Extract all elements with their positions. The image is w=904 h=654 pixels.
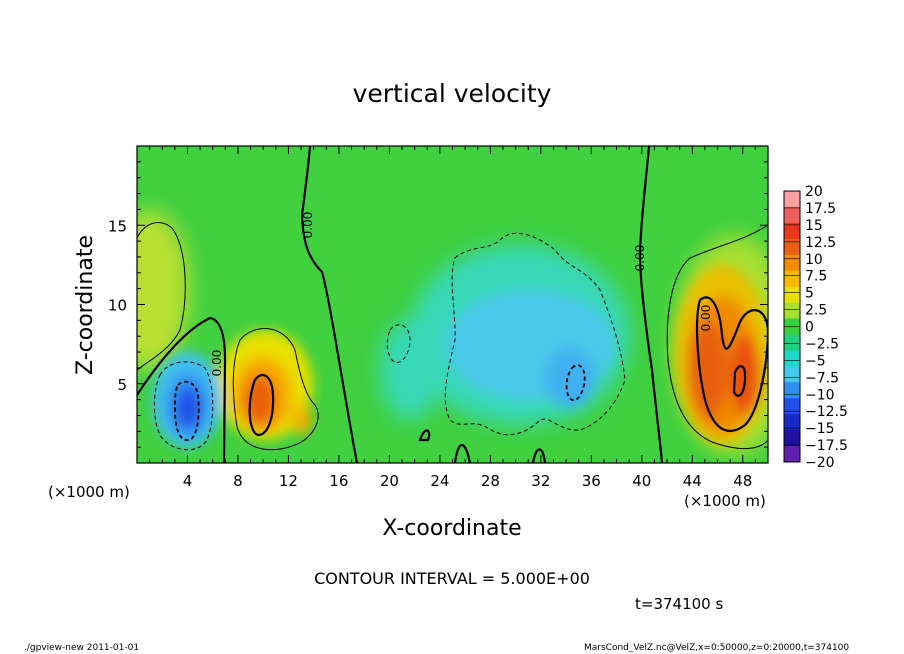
footer-left: ./gpview-new 2011-01-01 <box>24 643 140 653</box>
colorbar-swatch <box>784 254 800 272</box>
colorbar-swatch <box>784 350 800 367</box>
colorbar-label: −5 <box>805 353 826 369</box>
neg10-contour-central <box>565 364 586 402</box>
x-unit-label-left: (×1000 m) <box>48 483 130 501</box>
x-tick-label: 48 <box>733 472 752 490</box>
colorbar-swatch <box>784 270 800 288</box>
contour-lines <box>137 146 768 463</box>
x-tick-label: 36 <box>582 472 601 490</box>
zero-contour-bump-2 <box>531 448 547 463</box>
colorbar-label: −20 <box>805 455 835 471</box>
y-tick-label: 15 <box>108 217 127 235</box>
zero-contour-bump-1 <box>453 443 472 463</box>
footer-right: MarsCond_VelZ.nc@VelZ,x=0:50000,z=0:2000… <box>584 643 850 653</box>
colorbar-swatch <box>784 302 800 320</box>
left-downdraft-inner <box>176 388 200 428</box>
x-unit-label-right: (×1000 m) <box>684 492 766 510</box>
x-axis-label: X-coordinate <box>382 516 521 541</box>
colorbar-label: 17.5 <box>805 201 836 217</box>
colorbar-label: 5 <box>805 286 814 302</box>
colorbar-swatch <box>784 206 800 224</box>
zero-contour-left <box>137 316 227 463</box>
colorbar: 2017.51512.5107.552.50−2.5−5−7.5−10−12.5… <box>783 184 848 471</box>
colorbar-swatch <box>784 446 800 463</box>
x-tick-label: 12 <box>279 472 298 490</box>
time-label: t=374100 s <box>635 595 723 613</box>
central-downdraft-core <box>545 348 595 408</box>
x-tick-label: 24 <box>430 472 449 490</box>
x-tick-label: 16 <box>329 472 348 490</box>
zero-label-2: 0.00 <box>301 212 315 239</box>
colorbar-swatch <box>784 191 800 208</box>
colorbar-label: −15 <box>805 421 835 437</box>
colorbar-label: 2.5 <box>805 303 827 319</box>
pos5-contour-left-edge <box>137 222 186 371</box>
zero-label-1: 0.00 <box>210 350 224 377</box>
pos10-contour-right-core <box>732 365 747 397</box>
neg5-contour-left <box>153 361 214 451</box>
colorbar-label: −7.5 <box>805 370 839 386</box>
colorbar-swatch <box>784 334 800 351</box>
central-downdraft-left <box>380 320 440 420</box>
neg5-contour-patch <box>386 324 411 363</box>
colorbar-label: −17.5 <box>805 438 848 454</box>
y-axis-label: Z-coordinate <box>73 235 98 375</box>
pos10-contour-left <box>248 373 275 437</box>
x-tick-label: 32 <box>531 472 550 490</box>
heatmap-field <box>137 146 768 463</box>
x-axis: 4 8 12 16 20 24 28 32 36 40 44 48 <box>149 146 756 490</box>
zero-contour-bump-3 <box>418 429 431 442</box>
x-tick-label: 4 <box>183 472 193 490</box>
zero-contour-right <box>638 146 664 463</box>
colorbar-label: 20 <box>805 184 823 200</box>
pos5-contour-left-updraft <box>232 328 319 451</box>
x-tick-label: 28 <box>481 472 500 490</box>
colorbar-swatch <box>784 414 800 431</box>
colorbar-label: −2.5 <box>805 336 839 352</box>
colorbar-label: 12.5 <box>805 235 836 251</box>
left-weak-updraft <box>137 210 190 370</box>
x-tick-label: 8 <box>233 472 243 490</box>
x-tick-label: 40 <box>632 472 651 490</box>
x-tick-label: 20 <box>380 472 399 490</box>
y-tick-label: 10 <box>108 297 127 315</box>
zero-label-4: 0.00 <box>699 305 713 332</box>
small-updraft <box>292 405 312 435</box>
colorbar-label: −10 <box>805 387 835 403</box>
y-axis: 5 10 15 <box>108 161 768 448</box>
contour-interval-text: CONTOUR INTERVAL = 5.000E+00 <box>314 569 590 588</box>
colorbar-swatch <box>784 366 800 383</box>
colorbar-label: −12.5 <box>805 404 848 420</box>
colorbar-swatch <box>784 398 800 415</box>
colorbar-swatch <box>784 286 800 304</box>
colorbar-label: 0 <box>805 320 814 336</box>
zero-label-3: 0.00 <box>633 245 647 272</box>
colorbar-swatch <box>784 430 800 447</box>
zero-contour-mid-left <box>300 146 359 463</box>
colorbar-label: 15 <box>805 218 823 234</box>
colorbar-swatch <box>784 238 800 256</box>
pos10-contour-right <box>695 296 768 432</box>
neg10-contour-left <box>174 380 200 442</box>
y-tick-label: 5 <box>117 376 127 394</box>
pos5-contour-right <box>666 224 768 449</box>
colorbar-swatch <box>784 382 800 399</box>
colorbar-label: 7.5 <box>805 269 827 285</box>
x-tick-label: 44 <box>683 472 702 490</box>
colorbar-swatch <box>784 222 800 240</box>
chart-title: vertical velocity <box>353 79 552 108</box>
colorbar-label: 10 <box>805 252 823 268</box>
